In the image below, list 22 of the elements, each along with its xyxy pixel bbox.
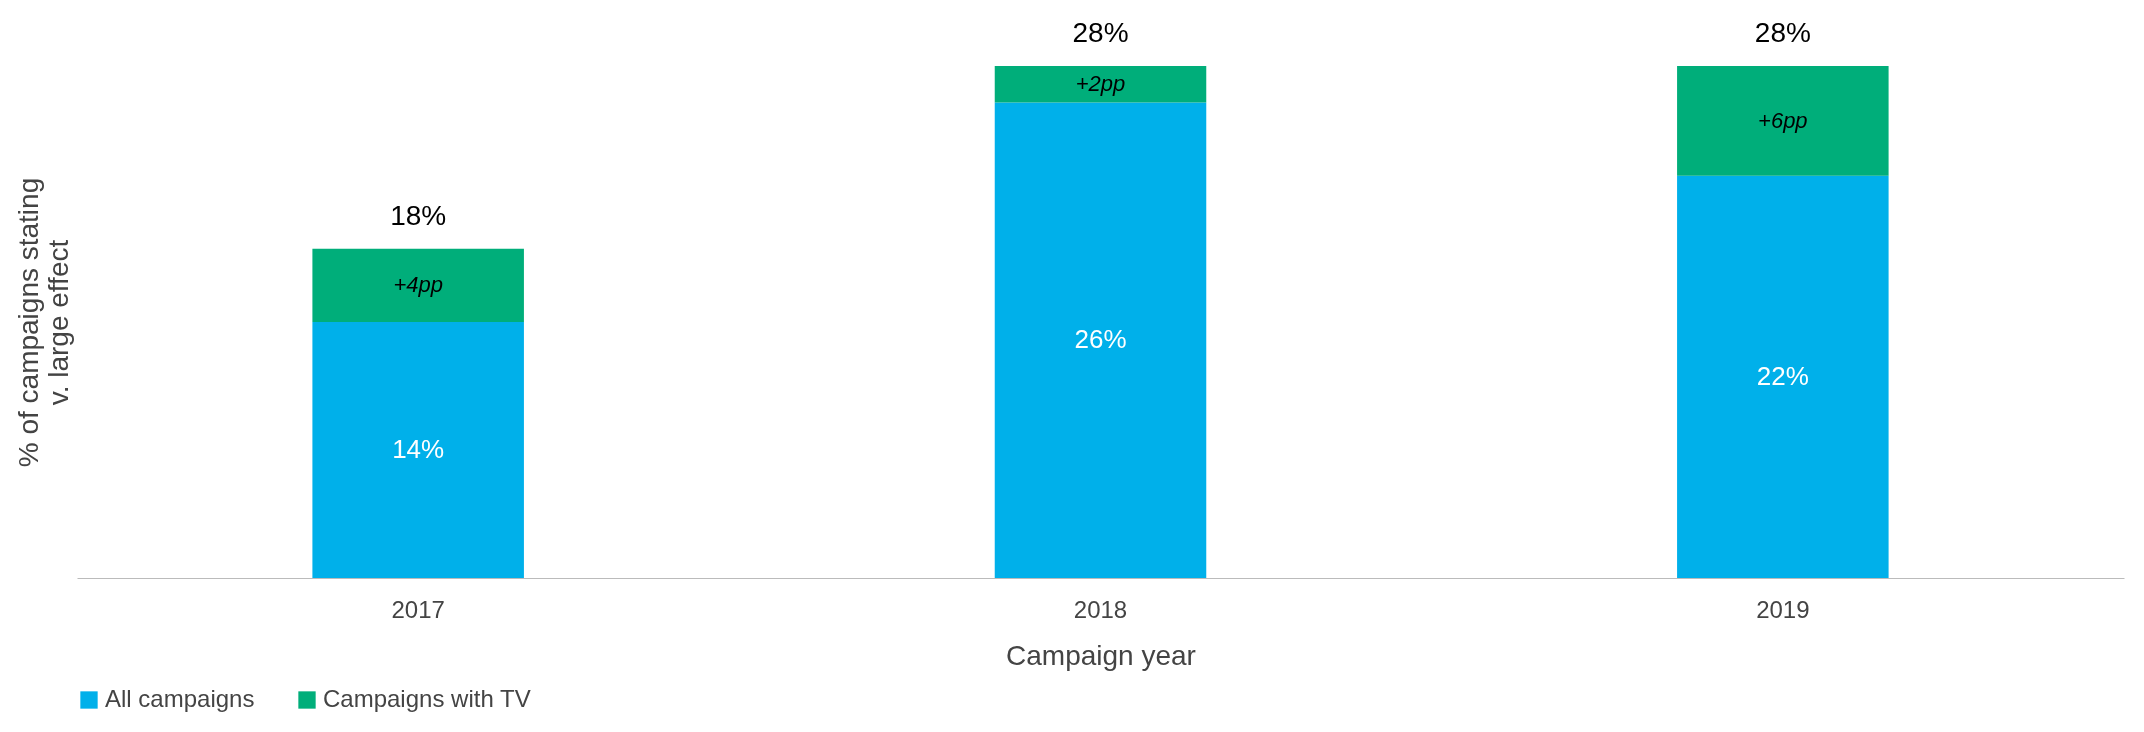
bar (1677, 66, 1889, 176)
data-label: +4pp (393, 272, 443, 298)
data-label: 22% (1756, 360, 1809, 391)
data-label: +2pp (1075, 71, 1126, 97)
bar (312, 322, 524, 578)
bar (312, 248, 524, 322)
total-label: 28% (1072, 17, 1129, 48)
legend-label: Campaigns with TV (323, 685, 531, 712)
bar (994, 66, 1207, 103)
x-tick-label: 2018 (1073, 595, 1128, 623)
x-tick-label: 2017 (391, 595, 445, 623)
bar (1677, 175, 1889, 578)
legend-label: All campaigns (105, 685, 255, 712)
total-label: 28% (1754, 17, 1811, 48)
bar (994, 102, 1207, 578)
x-tick-label: 2019 (1756, 595, 1810, 623)
data-label: 14% (392, 434, 445, 464)
data-label: +6pp (1758, 107, 1808, 133)
data-label: 26% (1074, 324, 1127, 355)
y-axis-title: % of campaigns stating v. large effect (12, 177, 74, 468)
total-label: 18% (390, 199, 447, 231)
x-axis-title: Campaign year (1006, 639, 1196, 671)
